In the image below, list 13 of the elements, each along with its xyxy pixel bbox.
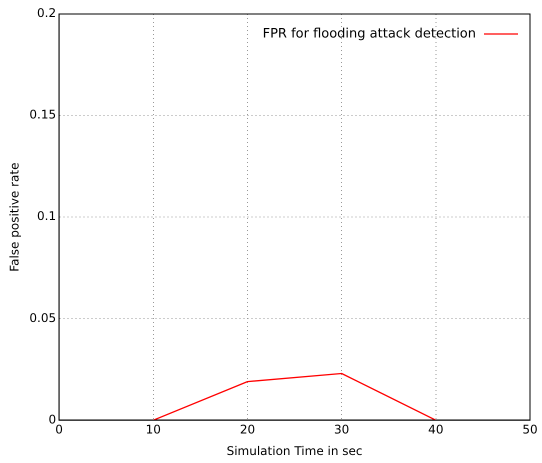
legend-label: FPR for flooding attack detection (262, 26, 476, 42)
x-tick-label: 30 (334, 422, 350, 437)
x-axis-title: Simulation Time in sec (226, 444, 363, 458)
y-tick-label: 0 (48, 412, 56, 426)
x-tick-label: 50 (522, 422, 538, 437)
x-tick-label: 40 (428, 422, 444, 437)
y-tick-label: 0.15 (29, 108, 56, 122)
y-axis-title: False positive rate (7, 162, 22, 272)
y-tick-label: 0.05 (29, 310, 56, 325)
y-tick-label: 0.1 (37, 209, 56, 224)
x-tick-label: 20 (240, 422, 256, 437)
x-tick-label: 10 (146, 422, 161, 437)
y-tick-label: 0.2 (37, 6, 56, 20)
